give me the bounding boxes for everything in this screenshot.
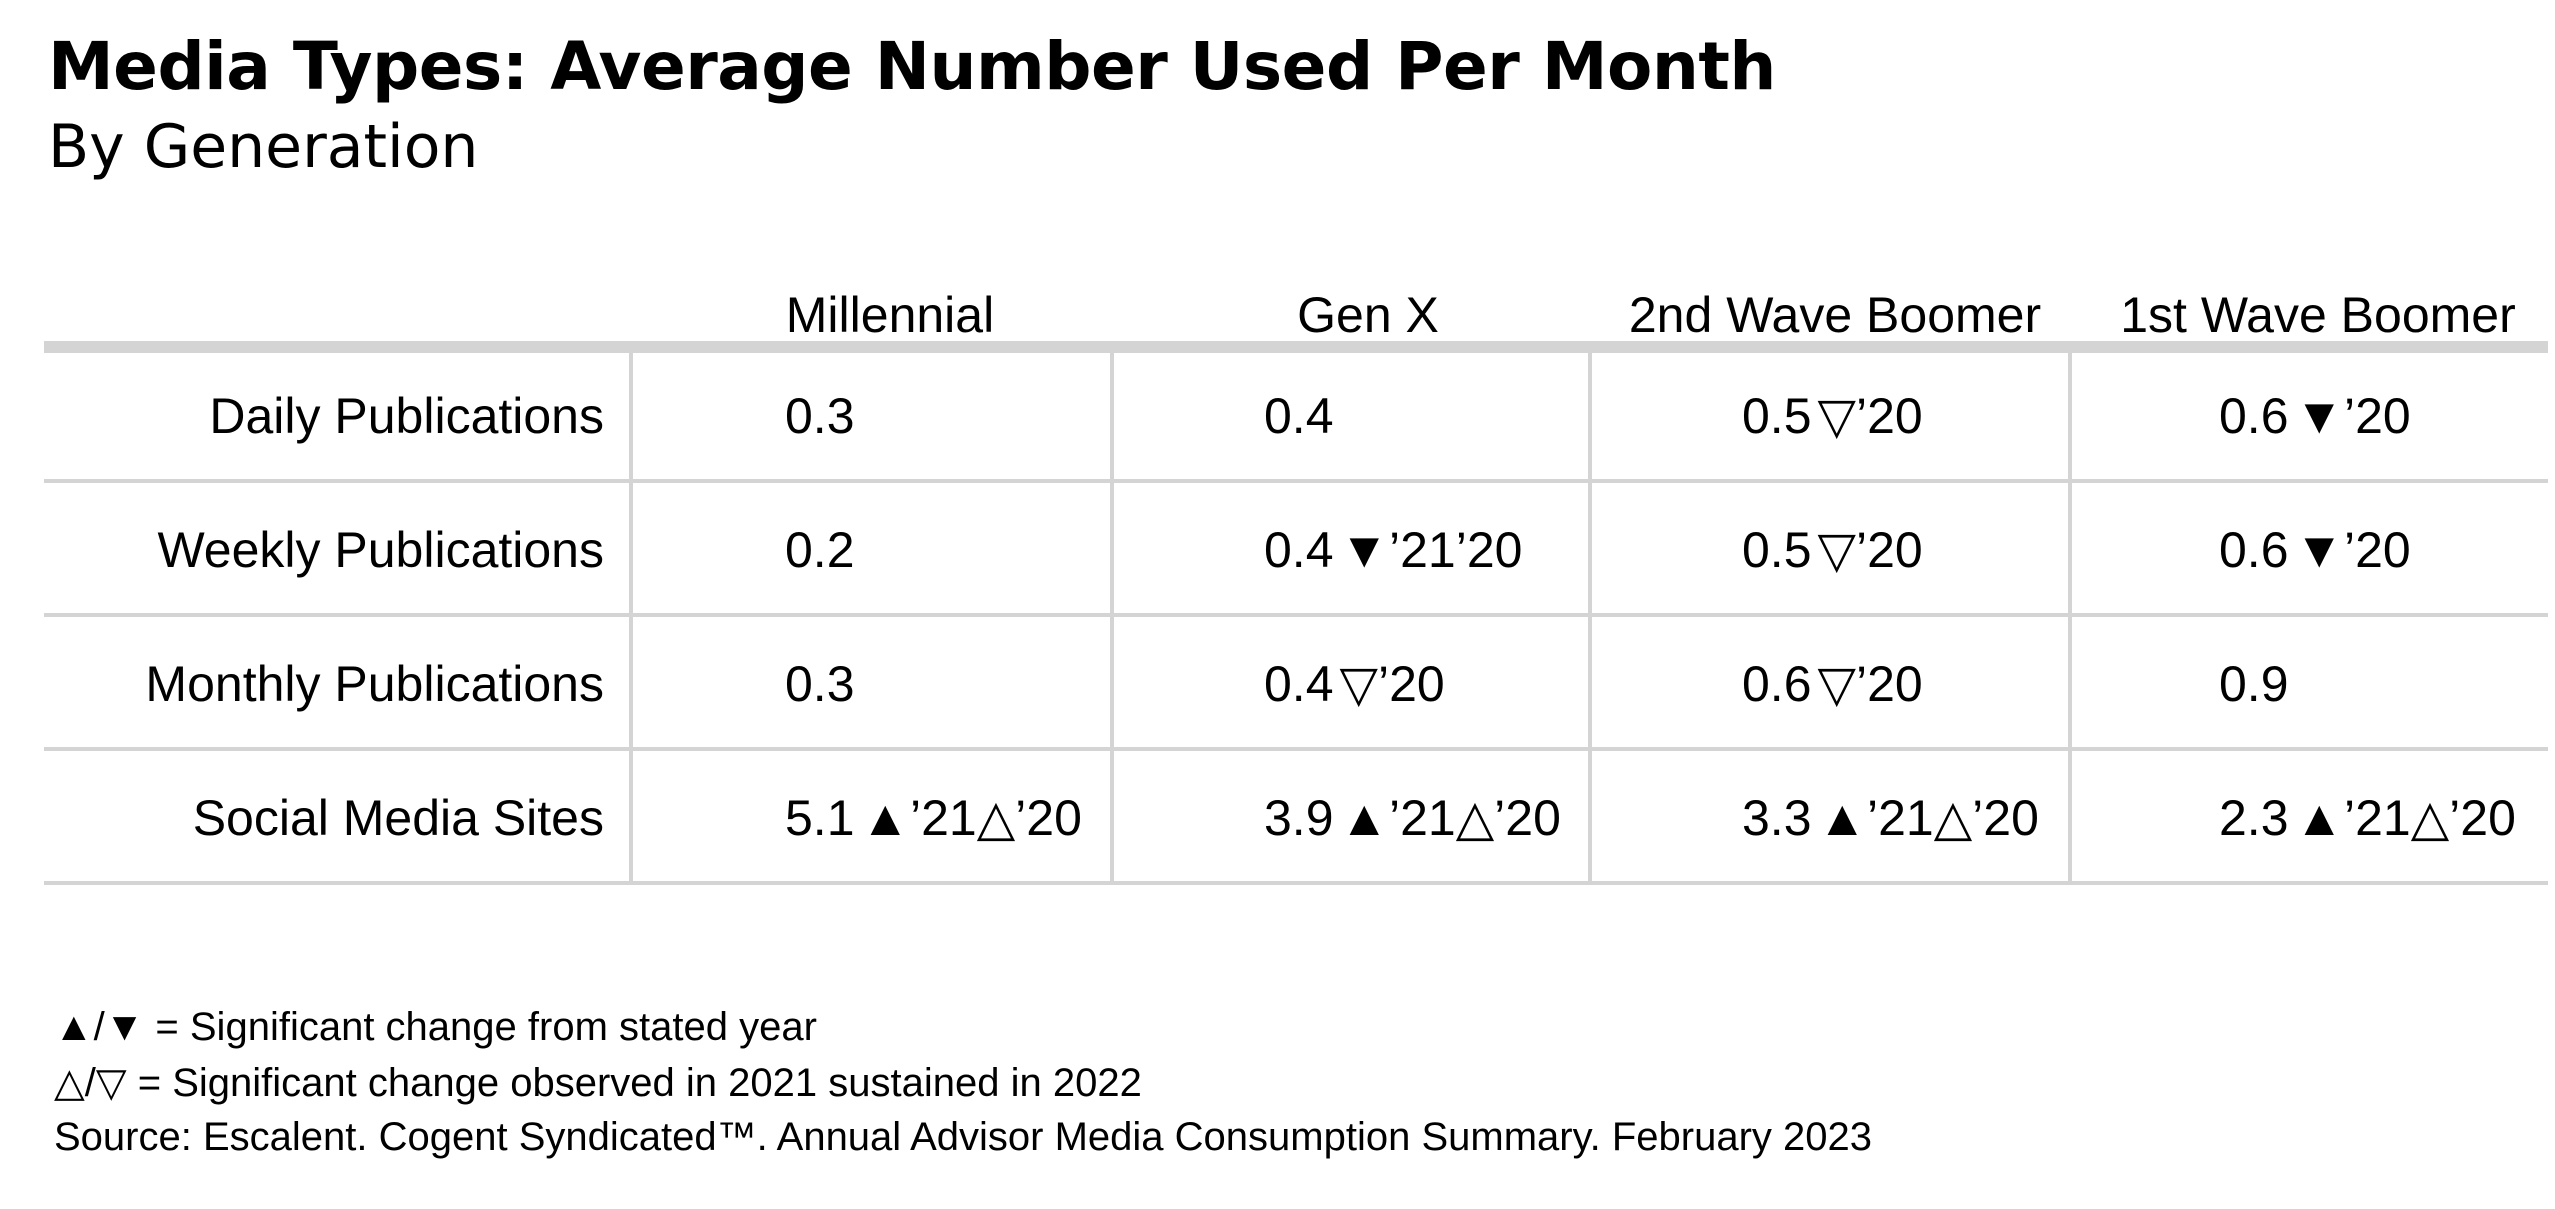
significance-mark: ▲’21△’20 [860, 790, 1082, 846]
row-label-weekly-publications: Weekly Publications [157, 522, 604, 578]
legend-hollow-arrows: △/▽ = Significant change observed in 202… [54, 1061, 1142, 1105]
column-header-1st-wave-boomer: 1st Wave Boomer [2120, 287, 2516, 343]
cell-daily-gen-x: 0.4 [1264, 387, 1340, 445]
source-note: Source: Escalent. Cogent Syndicated™. An… [54, 1115, 1872, 1159]
cell-value: 3.3 [1742, 790, 1812, 846]
significance-mark: ▽’20 [1817, 522, 1923, 578]
significance-mark: ▲’21△’20 [1339, 790, 1561, 846]
significance-mark: ▼’20 [2294, 388, 2411, 444]
cell-value: 0.4 [1264, 656, 1334, 712]
column-header-millennial: Millennial [785, 287, 995, 343]
cell-value: 5.1 [785, 790, 855, 846]
cell-monthly-millennial: 0.3 [785, 655, 861, 713]
significance-mark: ▲’21△’20 [2294, 790, 2516, 846]
table-bottom-border [44, 881, 2548, 885]
data-table: Daily Publications 0.3 0.4 0.5 ▽’20 0.6 ▼’… [44, 341, 2548, 885]
column-divider [1110, 349, 1114, 885]
significance-mark: ▽’20 [1339, 656, 1445, 712]
column-divider [1588, 349, 1592, 885]
significance-mark: ▽’20 [1817, 656, 1923, 712]
cell-value: 0.3 [785, 656, 855, 712]
cell-daily-2nd-wave-boomer: 0.5 ▽’20 [1742, 387, 1923, 445]
significance-mark: ▲’21△’20 [1817, 790, 2039, 846]
cell-value: 0.9 [2219, 656, 2289, 712]
significance-mark: ▼’21’20 [1339, 522, 1523, 578]
cell-value: 0.6 [2219, 522, 2289, 578]
cell-social-1st-wave-boomer: 2.3 ▲’21△’20 [2219, 789, 2516, 847]
cell-social-millennial: 5.1 ▲’21△’20 [785, 789, 1082, 847]
cell-value: 0.6 [1742, 656, 1812, 712]
row-label-social-media-sites: Social Media Sites [192, 790, 604, 846]
cell-monthly-2nd-wave-boomer: 0.6 ▽’20 [1742, 655, 1923, 713]
cell-daily-1st-wave-boomer: 0.6 ▼’20 [2219, 387, 2411, 445]
cell-weekly-gen-x: 0.4 ▼’21’20 [1264, 521, 1522, 579]
cell-value: 0.2 [785, 522, 855, 578]
row-divider [44, 613, 2548, 617]
table-top-border [44, 341, 2548, 353]
legend-solid-arrows: ▲/▼ = Significant change from stated yea… [54, 1005, 817, 1049]
cell-weekly-1st-wave-boomer: 0.6 ▼’20 [2219, 521, 2411, 579]
significance-mark: ▽’20 [1817, 388, 1923, 444]
cell-value: 0.4 [1264, 522, 1334, 578]
row-label-daily-publications: Daily Publications [209, 388, 604, 444]
column-divider [2068, 349, 2072, 885]
column-divider [629, 349, 633, 885]
chart-title: Media Types: Average Number Used Per Mon… [48, 28, 1776, 105]
cell-weekly-millennial: 0.2 [785, 521, 861, 579]
row-divider [44, 747, 2548, 751]
row-label-monthly-publications: Monthly Publications [145, 656, 604, 712]
cell-weekly-2nd-wave-boomer: 0.5 ▽’20 [1742, 521, 1923, 579]
cell-monthly-gen-x: 0.4 ▽’20 [1264, 655, 1445, 713]
cell-value: 0.4 [1264, 388, 1334, 444]
cell-social-2nd-wave-boomer: 3.3 ▲’21△’20 [1742, 789, 2039, 847]
cell-value: 0.6 [2219, 388, 2289, 444]
cell-value: 2.3 [2219, 790, 2289, 846]
significance-mark: ▼’20 [2294, 522, 2411, 578]
row-divider [44, 479, 2548, 483]
chart-subtitle: By Generation [48, 112, 479, 182]
cell-monthly-1st-wave-boomer: 0.9 [2219, 655, 2295, 713]
column-header-2nd-wave-boomer: 2nd Wave Boomer [1628, 287, 2042, 343]
cell-social-gen-x: 3.9 ▲’21△’20 [1264, 789, 1561, 847]
cell-daily-millennial: 0.3 [785, 387, 861, 445]
cell-value: 0.5 [1742, 388, 1812, 444]
cell-value: 0.3 [785, 388, 855, 444]
cell-value: 3.9 [1264, 790, 1334, 846]
column-header-gen-x: Gen X [1297, 287, 1439, 343]
cell-value: 0.5 [1742, 522, 1812, 578]
